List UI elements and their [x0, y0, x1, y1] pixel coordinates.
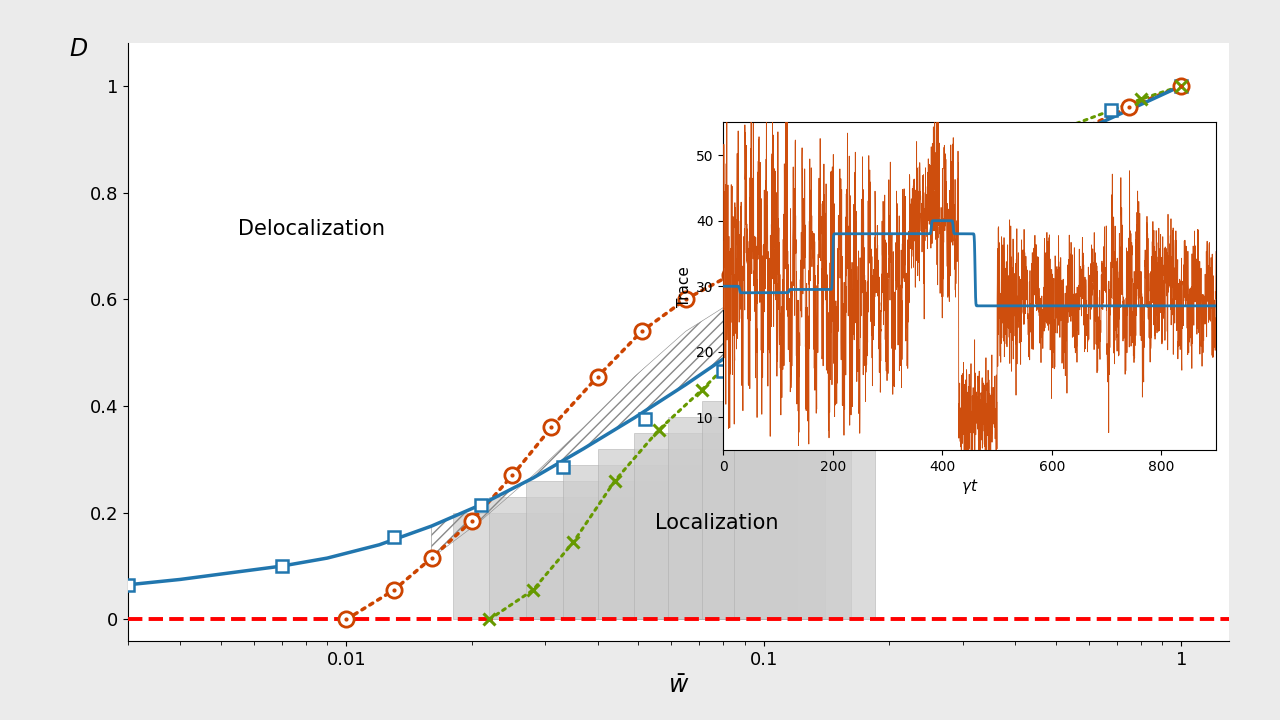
X-axis label: $\bar{w}$: $\bar{w}$ [668, 674, 689, 698]
Bar [701, 401, 851, 619]
Text: Delocalization: Delocalization [238, 220, 385, 239]
Y-axis label: $D$: $D$ [69, 37, 88, 61]
Text: Localization: Localization [655, 513, 778, 533]
Bar [489, 497, 671, 619]
Bar [668, 417, 824, 619]
Bar [635, 433, 797, 619]
Bar [453, 513, 639, 619]
Bar [735, 384, 876, 619]
Bar [526, 481, 704, 619]
Y-axis label: Trace: Trace [677, 266, 691, 307]
X-axis label: $\gamma t$: $\gamma t$ [961, 477, 978, 495]
Bar [598, 449, 767, 619]
Bar [563, 464, 736, 619]
